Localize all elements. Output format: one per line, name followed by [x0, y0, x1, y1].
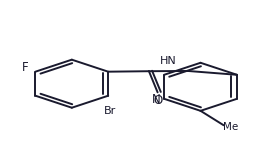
- Text: HN: HN: [160, 56, 176, 66]
- Text: N: N: [152, 93, 160, 106]
- Text: Br: Br: [104, 106, 117, 116]
- Text: F: F: [22, 61, 28, 73]
- Text: Me: Me: [223, 122, 238, 132]
- Text: O: O: [153, 94, 162, 107]
